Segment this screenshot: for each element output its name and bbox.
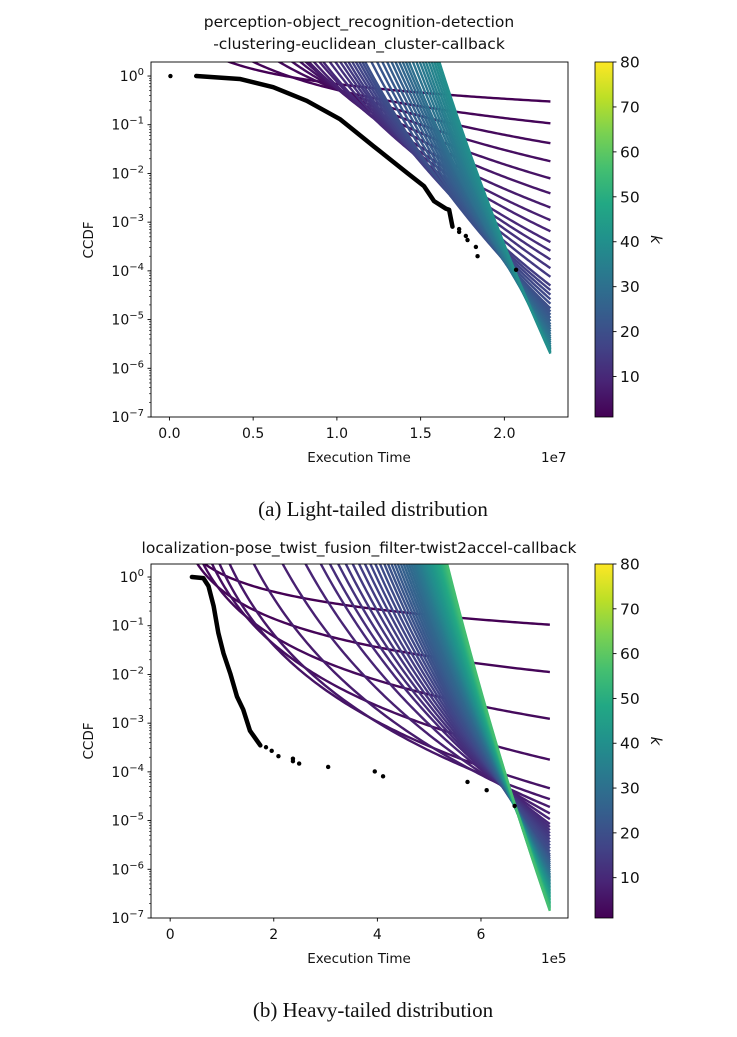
x-tick-label: 0.0 [158, 426, 180, 442]
x-tick-label: 1.5 [409, 426, 431, 442]
x-tick-label: 4 [373, 927, 382, 943]
colorbar-tick-label: 10 [620, 869, 640, 887]
chart-title-line: perception-object_recognition-detection [204, 13, 514, 32]
empirical-ccdf-point [276, 753, 281, 759]
x-tick-label: 6 [477, 927, 486, 943]
y-tick-label: 10−1 [111, 617, 144, 635]
y-tick-label: 10−5 [111, 812, 144, 830]
axes-frame [150, 563, 569, 919]
x-axis-label: Execution Time [307, 450, 411, 466]
caption: (b) Heavy-tailed distribution [253, 998, 494, 1022]
fit-line-k1 [202, 564, 550, 626]
y-tick-label: 10−2 [111, 164, 144, 182]
empirical-ccdf-point [263, 745, 269, 750]
y-tick-label: 10−3 [111, 714, 144, 732]
plot-area: 0.0 0.5 1.0 1.5 2.0 100 10−1 10−2 10−3 10−4 10−5 10… [111, 54, 665, 443]
y-axis-label: CCDF [81, 221, 97, 258]
colorbar-tick-label: 40 [620, 735, 640, 753]
y-tick-label: 10−1 [111, 116, 144, 134]
colorbar-tick-label: 80 [620, 556, 640, 574]
empirical-ccdf-point [465, 237, 470, 243]
colorbar-scale [594, 563, 614, 919]
fit-line-k3 [201, 564, 551, 720]
x-offset-label: 1e5 [541, 951, 566, 967]
x-tick-label: 1.0 [326, 426, 348, 442]
y-tick-label: 10−4 [111, 763, 144, 781]
empirical-ccdf-curve [193, 73, 455, 229]
empirical-ccdf-point [456, 229, 462, 235]
x-axis-label: Execution Time [307, 951, 411, 967]
empirical-ccdf-point [465, 779, 470, 785]
x-tick-label: 2 [269, 927, 278, 943]
colorbar-tick-label: 30 [620, 278, 640, 296]
empirical-ccdf-curve [189, 574, 263, 748]
colorbar-tick-label: 80 [620, 54, 640, 72]
y-tick-label: 10−3 [111, 213, 144, 231]
panel-b: localization-pose_twist_fusion_filter-tw… [81, 539, 665, 1022]
y-tick-label: 100 [120, 67, 144, 85]
y-tick-label: 10−7 [111, 408, 144, 426]
x-tick-label: 2.0 [493, 426, 515, 442]
colorbar-tick-label: 40 [620, 233, 640, 251]
caption: (a) Light-tailed distribution [258, 497, 488, 521]
x-tick-label: 0 [166, 927, 175, 943]
empirical-ccdf-point [290, 758, 296, 764]
colorbar-label: k [647, 737, 665, 747]
y-tick-label: 10−4 [111, 262, 144, 280]
fit-line-k40 [438, 62, 552, 355]
empirical-ccdf-point [473, 244, 479, 250]
colorbar-tick-label: 70 [620, 600, 640, 618]
plot-content [168, 62, 552, 355]
colorbar-tick-label: 10 [620, 368, 640, 386]
x-offset-label: 1e7 [541, 450, 566, 466]
y-axis-label: CCDF [81, 722, 97, 759]
fit-line-k4 [210, 564, 551, 761]
y-tick-label: 10−5 [111, 311, 144, 329]
colorbar: 10 20 30 40 50 60 70 80 k [594, 556, 665, 919]
empirical-ccdf-point [325, 764, 331, 770]
empirical-ccdf-point [475, 254, 480, 259]
empirical-ccdf-point [513, 267, 519, 273]
y-tick-label: 10−6 [111, 359, 144, 377]
empirical-ccdf-point [372, 769, 377, 774]
colorbar-tick-label: 50 [620, 188, 640, 206]
chart-title-line: -clustering-euclidean_cluster-callback [213, 35, 505, 54]
y-tick-label: 10−6 [111, 860, 144, 878]
colorbar-scale [594, 61, 614, 418]
x-tick-label: 0.5 [242, 426, 264, 442]
colorbar-label: k [647, 235, 665, 245]
empirical-ccdf-point [168, 73, 173, 79]
empirical-ccdf-point [296, 761, 302, 766]
empirical-ccdf-point [484, 788, 489, 793]
colorbar-tick-label: 50 [620, 690, 640, 708]
colorbar: 10 20 30 40 50 60 70 80 k [594, 54, 665, 418]
plot-area: 0 2 4 6 100 10−1 10−2 10−3 10−4 10−5 10−6 10−7 10 20 3… [111, 556, 665, 944]
empirical-ccdf-point [269, 748, 274, 754]
empirical-ccdf-point [380, 774, 386, 779]
colorbar-tick-label: 70 [620, 98, 640, 116]
y-tick-label: 100 [120, 568, 144, 586]
y-tick-label: 10−7 [111, 909, 144, 927]
axes-frame [150, 61, 569, 418]
colorbar-tick-label: 20 [620, 824, 640, 842]
fit-line-k56 [445, 564, 552, 912]
empirical-ccdf-point [512, 803, 517, 809]
panel-a: perception-object_recognition-detection … [81, 13, 665, 521]
colorbar-tick-label: 60 [620, 143, 640, 161]
plot-content [189, 564, 552, 912]
colorbar-tick-label: 60 [620, 645, 640, 663]
colorbar-tick-label: 30 [620, 780, 640, 798]
colorbar-tick-label: 20 [620, 323, 640, 341]
chart-title-line: localization-pose_twist_fusion_filter-tw… [142, 539, 577, 558]
empirical-ccdf-point [463, 233, 469, 239]
y-tick-label: 10−2 [111, 665, 144, 683]
